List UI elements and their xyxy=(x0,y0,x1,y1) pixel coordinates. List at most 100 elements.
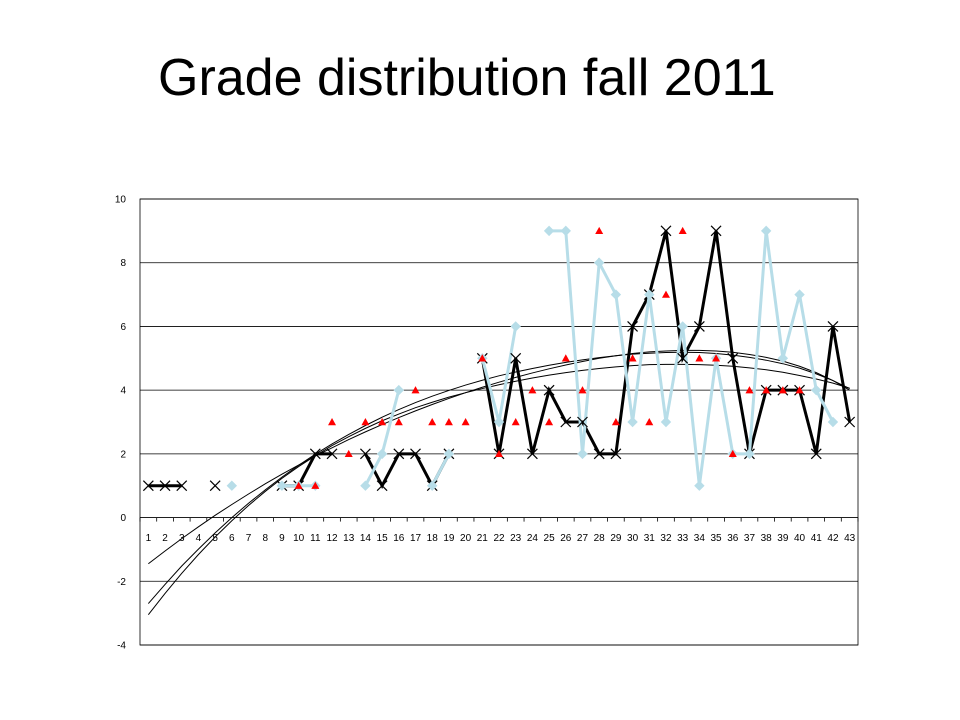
x-marker-stroke xyxy=(593,448,605,460)
data-point-red-triangle xyxy=(611,418,620,426)
x-tick-label: 14 xyxy=(360,533,372,544)
data-point-red-triangle xyxy=(511,418,520,426)
x-tick-label: 23 xyxy=(510,533,522,544)
data-point-black-x xyxy=(810,448,822,460)
data-point-light-blue-diamond xyxy=(794,289,805,300)
data-point-black-x xyxy=(510,352,522,364)
x-marker-stroke xyxy=(142,480,154,492)
data-point-black-x xyxy=(660,225,672,237)
x-tick-label: 4 xyxy=(196,533,202,544)
x-marker-stroke xyxy=(693,321,705,332)
x-tick-label: 33 xyxy=(677,533,689,544)
series-markers xyxy=(142,225,856,492)
data-point-light-blue-diamond xyxy=(744,448,755,460)
data-point-light-blue-diamond xyxy=(760,225,772,237)
data-point-red-triangle xyxy=(461,418,470,426)
x-marker-stroke xyxy=(710,225,722,237)
data-point-light-blue-diamond xyxy=(543,225,555,237)
x-marker-stroke xyxy=(660,225,672,237)
x-marker-stroke xyxy=(543,384,555,396)
data-point-light-blue-diamond xyxy=(443,448,455,460)
series-light-blue-line xyxy=(480,326,518,423)
data-point-black-x xyxy=(309,448,321,460)
data-point-light-blue-diamond xyxy=(493,416,505,428)
x-marker-stroke xyxy=(627,321,639,332)
data-point-red-triangle xyxy=(561,354,570,362)
y-tick-label: -4 xyxy=(117,641,126,652)
data-point-red-triangle xyxy=(478,354,487,362)
data-point-black-x xyxy=(326,448,338,460)
data-point-black-x xyxy=(176,480,188,492)
x-marker-stroke xyxy=(560,416,572,428)
x-tick-label: 10 xyxy=(293,533,305,544)
series-light-blue-line xyxy=(430,453,451,487)
x-tick-label: 15 xyxy=(377,533,389,544)
x-marker-stroke xyxy=(526,448,538,460)
x-tick-label: 2 xyxy=(162,533,168,544)
x-tick-label: 34 xyxy=(694,533,706,544)
x-marker-stroke xyxy=(827,321,839,332)
data-point-black-x xyxy=(593,448,605,460)
data-point-red-triangle xyxy=(344,449,353,458)
data-point-black-x xyxy=(376,480,388,492)
data-point-black-x xyxy=(844,416,856,428)
data-point-light-blue-diamond xyxy=(510,321,521,332)
x-tick-label: 43 xyxy=(844,533,856,544)
x-tick-label: 32 xyxy=(660,533,672,544)
x-tick-label: 39 xyxy=(777,533,789,544)
data-point-red-triangle xyxy=(294,481,303,489)
data-point-red-triangle xyxy=(645,418,654,426)
data-point-light-blue-diamond xyxy=(577,448,588,460)
data-point-light-blue-diamond xyxy=(360,480,371,491)
x-tick-label: 5 xyxy=(212,533,218,544)
data-point-black-x xyxy=(677,352,689,364)
data-point-red-triangle xyxy=(678,226,687,235)
x-tick-label: 41 xyxy=(811,533,823,544)
x-tick-label: 31 xyxy=(644,533,656,544)
data-point-light-blue-diamond xyxy=(226,480,238,491)
data-point-light-blue-diamond xyxy=(694,480,705,491)
x-tick-label: 11 xyxy=(310,533,321,544)
x-marker-stroke xyxy=(677,352,689,364)
data-point-light-blue-diamond xyxy=(560,225,571,237)
data-point-light-blue-diamond xyxy=(393,384,405,396)
x-tick-label: 7 xyxy=(246,533,252,544)
data-point-light-blue-diamond xyxy=(376,448,388,460)
data-point-black-x xyxy=(393,448,405,460)
x-tick-label: 12 xyxy=(326,533,338,544)
x-tick-label: 9 xyxy=(279,533,285,544)
data-point-light-blue-diamond xyxy=(610,289,622,300)
data-point-red-triangle xyxy=(495,449,503,458)
data-point-red-triangle xyxy=(361,418,370,426)
data-point-red-triangle xyxy=(578,386,587,394)
data-point-light-blue-diamond xyxy=(593,257,605,268)
data-point-light-blue-diamond xyxy=(677,321,688,332)
x-tick-label: 24 xyxy=(527,533,539,544)
x-marker-stroke xyxy=(176,480,188,492)
data-point-black-x xyxy=(209,480,221,492)
x-tick-label: 38 xyxy=(761,533,773,544)
data-point-black-x xyxy=(577,416,588,428)
x-tick-label: 3 xyxy=(179,533,185,544)
data-point-red-triangle xyxy=(328,418,337,426)
data-point-black-x xyxy=(410,448,421,460)
data-point-black-x xyxy=(159,480,171,492)
x-marker-stroke xyxy=(410,448,421,460)
data-point-black-x xyxy=(359,448,371,460)
x-tick-label: 21 xyxy=(477,533,489,544)
x-tick-label: 18 xyxy=(427,533,439,544)
data-point-red-triangle xyxy=(411,386,420,394)
series-lines xyxy=(148,229,852,489)
y-tick-label: 4 xyxy=(120,386,126,397)
data-point-red-triangle xyxy=(444,418,453,426)
data-point-black-x xyxy=(560,416,572,428)
x-tick-label: 20 xyxy=(460,533,472,544)
x-marker-stroke xyxy=(309,448,321,460)
y-tick-label: 10 xyxy=(115,195,127,206)
data-point-light-blue-diamond xyxy=(777,353,789,364)
x-tick-label: 30 xyxy=(627,533,639,544)
data-point-black-x xyxy=(526,448,538,460)
x-tick-label: 25 xyxy=(544,533,556,544)
x-marker-stroke xyxy=(209,480,221,492)
